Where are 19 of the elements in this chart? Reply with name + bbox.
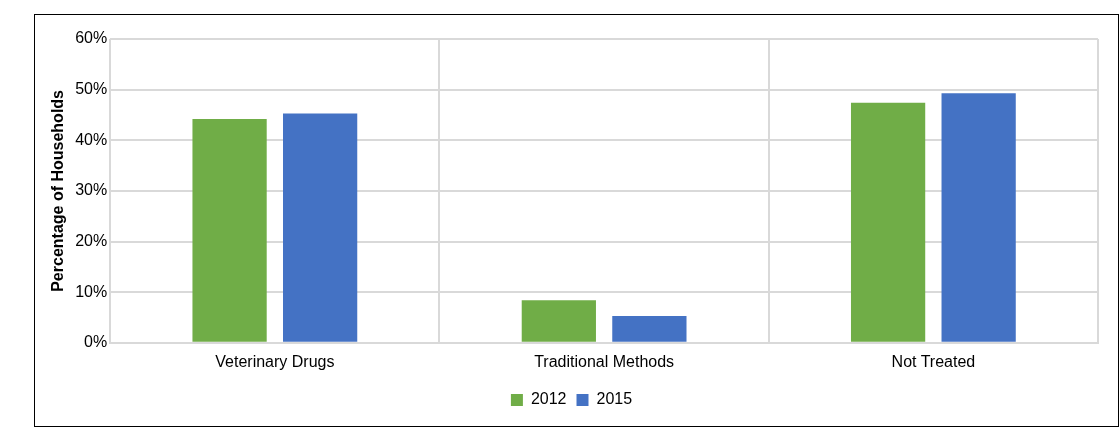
bar [521,300,596,342]
y-axis-title: Percentage of Households [49,89,67,292]
y-tick-label: 40% [75,130,108,148]
x-tick-label: Veterinary Drugs [215,352,335,370]
bar [850,102,926,342]
bar [192,119,267,342]
x-tick-label: Not Treated [891,352,976,370]
legend-label: 2012 [530,390,567,408]
bar [612,315,687,342]
y-tick-label: 20% [75,231,108,249]
y-tick-label: 10% [75,282,108,300]
bar [283,113,358,342]
legend-label: 2015 [596,390,633,408]
y-tick-label: 30% [75,181,108,199]
y-tick-label: 50% [75,80,108,98]
y-tick-label: 60% [75,29,108,47]
bar [941,93,1016,342]
y-tick-label: 0% [84,333,108,351]
x-tick-label: Traditional Methods [534,352,675,370]
